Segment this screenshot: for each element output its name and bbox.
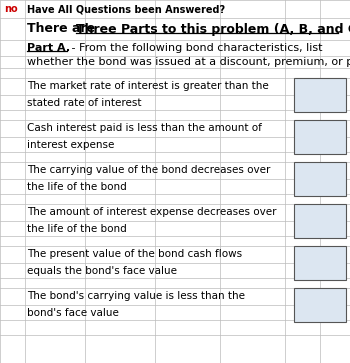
Text: The amount of interest expense decreases over: The amount of interest expense decreases… [27,207,277,217]
Text: The bond's carrying value is less than the: The bond's carrying value is less than t… [27,291,245,301]
Text: no: no [4,4,18,14]
Text: Have All Questions been Answered?: Have All Questions been Answered? [27,4,225,14]
Bar [294,288,346,322]
Text: bond's face value: bond's face value [27,308,119,318]
Text: The carrying value of the bond decreases over: The carrying value of the bond decreases… [27,165,270,175]
Text: The present value of the bond cash flows: The present value of the bond cash flows [27,249,242,259]
Text: interest expense: interest expense [27,140,114,150]
Text: There are: There are [27,23,99,36]
Bar [294,120,346,154]
Text: Three Parts to this problem (A, B, and C).: Three Parts to this problem (A, B, and C… [76,23,350,36]
Text: the life of the bond: the life of the bond [27,224,127,234]
Text: the life of the bond: the life of the bond [27,182,127,192]
Bar [294,162,346,196]
Text: Cash interest paid is less than the amount of: Cash interest paid is less than the amou… [27,123,262,133]
Bar [294,246,346,280]
Text: stated rate of interest: stated rate of interest [27,98,141,108]
Text: whether the bond was issued at a discount, premium, or par value.: whether the bond was issued at a discoun… [27,57,350,67]
Text: Part A.: Part A. [27,43,70,53]
Text: - From the following bond characteristics, list: - From the following bond characteristic… [68,43,322,53]
Text: equals the bond's face value: equals the bond's face value [27,266,177,276]
Bar [294,204,346,238]
Bar [294,78,346,112]
Text: The market rate of interest is greater than the: The market rate of interest is greater t… [27,81,269,91]
